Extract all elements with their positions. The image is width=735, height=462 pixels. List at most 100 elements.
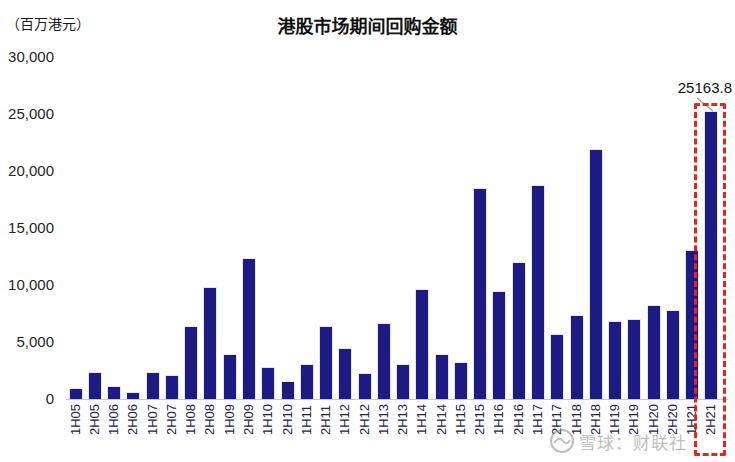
y-axis-tick-label: 25,000 bbox=[0, 105, 54, 123]
x-axis-tick-label: 2H10 bbox=[281, 404, 295, 435]
x-axis-tick: 2H13 bbox=[394, 404, 413, 435]
x-axis-tick: 2H15 bbox=[471, 404, 490, 435]
x-axis-tick: 1H07 bbox=[143, 404, 162, 435]
x-axis-tick-label: 1H13 bbox=[377, 404, 391, 435]
x-axis-tick: 1H10 bbox=[259, 404, 278, 435]
bar-1H11 bbox=[301, 365, 313, 399]
x-axis-tick: 1H09 bbox=[220, 404, 239, 435]
y-axis-tick-label: 20,000 bbox=[0, 162, 54, 180]
bar-1H05 bbox=[70, 389, 82, 399]
bar-column bbox=[413, 57, 432, 399]
bar-column bbox=[394, 57, 413, 399]
bar-column bbox=[143, 57, 162, 399]
x-axis-tick: 2H06 bbox=[124, 404, 143, 435]
x-axis-tick: 2H16 bbox=[509, 404, 528, 435]
bar-column bbox=[625, 57, 644, 399]
y-axis-tick-label: 10,000 bbox=[0, 276, 54, 294]
x-axis-tick: 2H05 bbox=[85, 404, 104, 435]
bar-2H10 bbox=[282, 382, 294, 399]
x-axis-tick: 1H06 bbox=[105, 404, 124, 435]
bar-column bbox=[297, 57, 316, 399]
x-axis-tick: 1H17 bbox=[528, 404, 547, 435]
x-axis-tick-label: 1H07 bbox=[146, 404, 160, 435]
highlight-dashed-box bbox=[694, 103, 726, 456]
x-axis-tick: 1H08 bbox=[182, 404, 201, 435]
x-axis-tick: 2H08 bbox=[201, 404, 220, 435]
bar-column bbox=[567, 57, 586, 399]
bar-1H20 bbox=[648, 306, 660, 399]
bar-column bbox=[509, 57, 528, 399]
bar-1H13 bbox=[378, 324, 390, 399]
bar-1H07 bbox=[147, 373, 159, 399]
x-axis-tick-label: 2H12 bbox=[358, 404, 372, 435]
bar-1H15 bbox=[455, 363, 467, 399]
x-axis-tick: 1H13 bbox=[374, 404, 393, 435]
x-axis-tick-label: 2H05 bbox=[88, 404, 102, 435]
bar-2H12 bbox=[359, 374, 371, 399]
bar-1H18 bbox=[571, 316, 583, 399]
watermark-text: 雪球：财联社 bbox=[579, 429, 687, 454]
bar-2H13 bbox=[397, 365, 409, 399]
bar-column bbox=[201, 57, 220, 399]
bar-series bbox=[66, 57, 721, 399]
bar-column bbox=[85, 57, 104, 399]
chart-title: 港股市场期间回购金额 bbox=[0, 12, 735, 38]
bar-2H07 bbox=[166, 376, 178, 399]
bar-column bbox=[355, 57, 374, 399]
bar-column bbox=[239, 57, 258, 399]
x-axis-tick: 1H05 bbox=[66, 404, 85, 435]
bar-column bbox=[278, 57, 297, 399]
x-axis-tick: 1H11 bbox=[297, 404, 316, 435]
bar-column bbox=[432, 57, 451, 399]
data-label-annotation: 25163.8 bbox=[658, 79, 732, 96]
bar-column bbox=[644, 57, 663, 399]
x-axis-tick-label: 1H12 bbox=[338, 404, 352, 435]
bar-column bbox=[105, 57, 124, 399]
bar-column bbox=[66, 57, 85, 399]
x-axis-tick-label: 1H09 bbox=[223, 404, 237, 435]
x-axis-tick-label: 2H08 bbox=[203, 404, 217, 435]
x-axis-tick-label: 1H16 bbox=[492, 404, 506, 435]
bar-column bbox=[182, 57, 201, 399]
bar-2H11 bbox=[320, 327, 332, 399]
x-axis-tick-label: 1H05 bbox=[69, 404, 83, 435]
bar-1H17 bbox=[532, 186, 544, 399]
x-axis-tick: 2H09 bbox=[239, 404, 258, 435]
bar-column bbox=[259, 57, 278, 399]
bar-2H18 bbox=[590, 150, 602, 399]
bar-column bbox=[220, 57, 239, 399]
chart-figure: （百万港元） 港股市场期间回购金额 30,00025,00020,00015,0… bbox=[0, 0, 735, 462]
watermark-logo-icon bbox=[549, 428, 575, 454]
y-axis-tick-label: 15,000 bbox=[0, 219, 54, 237]
bar-2H19 bbox=[628, 320, 640, 399]
y-axis-tick-label: 30,000 bbox=[0, 48, 54, 66]
x-axis-tick-label: 1H06 bbox=[107, 404, 121, 435]
x-axis-tick: 2H11 bbox=[316, 404, 335, 435]
bar-column bbox=[548, 57, 567, 399]
watermark: 雪球：财联社 bbox=[549, 428, 687, 454]
bar-2H09 bbox=[243, 259, 255, 399]
x-axis-line bbox=[66, 399, 728, 400]
bar-2H20 bbox=[667, 311, 679, 399]
bar-1H06 bbox=[108, 387, 120, 399]
x-axis-tick: 1H14 bbox=[413, 404, 432, 435]
x-axis-tick: 1H12 bbox=[336, 404, 355, 435]
y-axis-tick-label: 5,000 bbox=[0, 333, 54, 351]
bar-2H08 bbox=[204, 288, 216, 399]
bar-1H09 bbox=[224, 355, 236, 399]
bar-column bbox=[124, 57, 143, 399]
x-axis-tick-label: 2H16 bbox=[512, 404, 526, 435]
bar-1H16 bbox=[493, 292, 505, 399]
bar-column bbox=[490, 57, 509, 399]
bar-2H15 bbox=[474, 189, 486, 399]
x-axis-tick-label: 2H09 bbox=[242, 404, 256, 435]
x-axis-tick-label: 1H15 bbox=[454, 404, 468, 435]
x-axis-tick: 2H14 bbox=[432, 404, 451, 435]
bar-column bbox=[336, 57, 355, 399]
bar-column bbox=[316, 57, 335, 399]
bar-column bbox=[528, 57, 547, 399]
x-axis-tick-label: 1H11 bbox=[300, 404, 314, 435]
x-axis-tick-label: 2H13 bbox=[396, 404, 410, 435]
x-axis-tick-label: 1H17 bbox=[531, 404, 545, 435]
x-axis-tick: 1H15 bbox=[451, 404, 470, 435]
